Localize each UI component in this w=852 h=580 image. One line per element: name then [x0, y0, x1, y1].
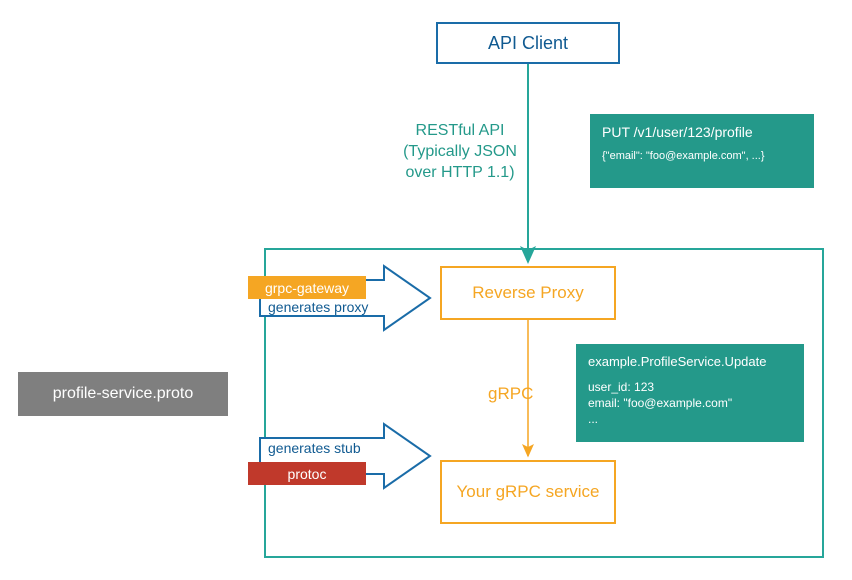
protoc-tag: protoc	[248, 462, 366, 485]
your-service-box: Your gRPC service	[440, 460, 616, 524]
restful-line-1: (Typically JSON	[380, 141, 540, 162]
api-client-box: API Client	[436, 22, 620, 64]
generates-proxy-text: generates proxy	[268, 299, 368, 315]
generates-stub-text: generates stub	[268, 440, 361, 456]
reverse-proxy-label: Reverse Proxy	[472, 283, 583, 303]
rest-example-title: PUT /v1/user/123/profile	[602, 124, 802, 140]
your-service-label: Your gRPC service	[457, 481, 600, 502]
grpc-example-box: example.ProfileService.Update user_id: 1…	[576, 344, 804, 442]
restful-api-label: RESTful API (Typically JSON over HTTP 1.…	[380, 120, 540, 183]
grpc-gateway-tag: grpc-gateway	[248, 276, 366, 299]
grpc-example-title: example.ProfileService.Update	[588, 354, 792, 369]
proto-file-label: profile-service.proto	[53, 385, 194, 403]
restful-line-2: over HTTP 1.1)	[380, 162, 540, 183]
grpc-example-line-1: email: "foo@example.com"	[588, 395, 792, 411]
grpc-example-line-0: user_id: 123	[588, 379, 792, 395]
proto-file-box: profile-service.proto	[18, 372, 228, 416]
rest-example-body: {"email": "foo@example.com", ...}	[602, 150, 802, 162]
grpc-example-line-2: ...	[588, 411, 792, 427]
restful-line-0: RESTful API	[380, 120, 540, 141]
reverse-proxy-box: Reverse Proxy	[440, 266, 616, 320]
rest-example-box: PUT /v1/user/123/profile {"email": "foo@…	[590, 114, 814, 188]
api-client-label: API Client	[488, 33, 568, 54]
grpc-label: gRPC	[488, 384, 533, 404]
